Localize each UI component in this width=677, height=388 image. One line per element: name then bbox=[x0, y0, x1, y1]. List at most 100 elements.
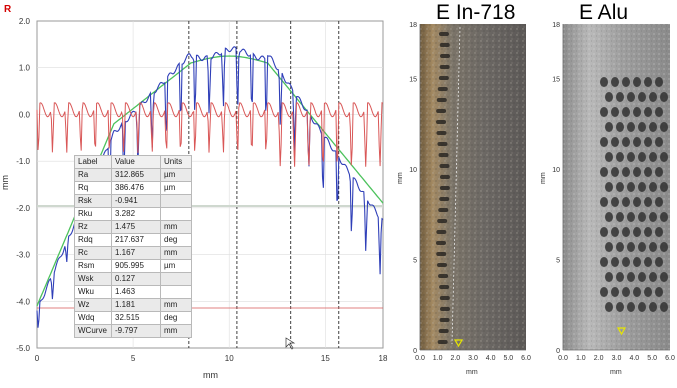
y-tick-label: 0.0 bbox=[19, 110, 31, 119]
profile-plot-panel: 2.0 1.0 0.0 -1.0 -2.0 -3.0 -4.0 -5.0 0 5 10 15 18 R… bbox=[0, 4, 388, 380]
column-header-label: Label bbox=[74, 155, 112, 169]
scan-end-marker-icon bbox=[616, 327, 627, 336]
param-label: Wdq bbox=[74, 311, 112, 325]
y-tick-label: 15 bbox=[409, 76, 417, 83]
x-tick-label: 3.0 bbox=[612, 355, 622, 362]
table-row: Rsm 905.995 µm bbox=[74, 259, 192, 273]
table-row: WCurve -9.797 mm bbox=[74, 324, 192, 338]
param-value: -9.797 bbox=[111, 324, 161, 338]
x-tick-label: 4.0 bbox=[629, 355, 639, 362]
param-unit: µm bbox=[160, 168, 192, 182]
surface-parameter-table: Label Value Units Ra 312.865 µm Rq 386.476 µ… bbox=[74, 155, 192, 338]
table-row: Rsk -0.941 bbox=[74, 194, 192, 208]
x-tick-label: 2.0 bbox=[594, 355, 604, 362]
param-value: -0.941 bbox=[111, 194, 161, 208]
x-tick-label: 2.0 bbox=[450, 355, 460, 362]
x-tick-label: 0.0 bbox=[415, 355, 425, 362]
y-tick-label: 5 bbox=[556, 257, 560, 264]
y-tick-label: -4.0 bbox=[16, 297, 30, 306]
y-tick-label: 0 bbox=[413, 348, 417, 355]
mouse-cursor-icon bbox=[285, 337, 296, 350]
in718-surface-image: 18 15 10 5 0 0.0 1.0 2.0 3.0 4.0 5.0 6.0 mm mm bbox=[397, 22, 531, 376]
param-label: Rz bbox=[74, 220, 112, 234]
scan-end-marker-icon bbox=[453, 339, 464, 348]
alu-image-title: E Alu bbox=[579, 1, 629, 24]
table-row: Rq 386.476 µm bbox=[74, 181, 192, 195]
param-value: 312.865 bbox=[111, 168, 161, 182]
y-tick-label: 5 bbox=[413, 257, 417, 264]
x-tick-label: 10 bbox=[225, 354, 234, 363]
param-unit: deg bbox=[160, 233, 192, 247]
param-unit bbox=[160, 207, 192, 221]
alu-y-axis-unit: mm bbox=[540, 172, 547, 184]
in718-image-title: E In-718 bbox=[436, 1, 516, 24]
table-row: Rz 1.475 mm bbox=[74, 220, 192, 234]
param-label: WCurve bbox=[74, 324, 112, 338]
column-header-units: Units bbox=[160, 155, 192, 169]
scan-path-line bbox=[451, 26, 461, 345]
x-tick-label: 6.0 bbox=[665, 355, 675, 362]
param-unit: mm bbox=[160, 246, 192, 260]
param-value: 1.475 bbox=[111, 220, 161, 234]
param-label: Rdq bbox=[74, 233, 112, 247]
y-tick-label: 10 bbox=[409, 167, 417, 174]
x-tick-label: 18 bbox=[379, 354, 388, 363]
param-label: Rsk bbox=[74, 194, 112, 208]
param-label: Rq bbox=[74, 181, 112, 195]
in718-y-axis-unit: mm bbox=[397, 172, 404, 184]
table-row: Wku 1.463 bbox=[74, 285, 192, 299]
x-tick-label: 5 bbox=[131, 354, 136, 363]
x-axis-unit: mm bbox=[203, 370, 218, 380]
param-value: 905.995 bbox=[111, 259, 161, 273]
param-value: 1.463 bbox=[111, 285, 161, 299]
profile-chart: 2.0 1.0 0.0 -1.0 -2.0 -3.0 -4.0 -5.0 0 5 10 15 18 R… bbox=[0, 4, 388, 380]
param-unit: µm bbox=[160, 259, 192, 273]
param-unit bbox=[160, 285, 192, 299]
y-tick-label: 0 bbox=[556, 348, 560, 355]
y-tick-label: -3.0 bbox=[16, 251, 30, 260]
param-unit: mm bbox=[160, 220, 192, 234]
x-tick-label: 15 bbox=[321, 354, 330, 363]
param-label: Rku bbox=[74, 207, 112, 221]
table-row: Wdq 32.515 deg bbox=[74, 311, 192, 325]
param-unit: deg bbox=[160, 311, 192, 325]
param-unit: mm bbox=[160, 324, 192, 338]
param-unit: µm bbox=[160, 181, 192, 195]
x-tick-label: 0.0 bbox=[558, 355, 568, 362]
param-value: 0.127 bbox=[111, 272, 161, 286]
param-value: 1.181 bbox=[111, 298, 161, 312]
table-row: Ra 312.865 µm bbox=[74, 168, 192, 182]
y-tick-label: 15 bbox=[552, 76, 560, 83]
y-tick-label: 18 bbox=[409, 22, 417, 29]
table-header-row: Label Value Units bbox=[74, 155, 192, 169]
x-tick-label: 6.0 bbox=[521, 355, 531, 362]
r-marker: R bbox=[4, 4, 12, 15]
param-value: 217.637 bbox=[111, 233, 161, 247]
x-tick-label: 4.0 bbox=[486, 355, 496, 362]
param-label: Rc bbox=[74, 246, 112, 260]
param-value: 3.282 bbox=[111, 207, 161, 221]
param-value: 32.515 bbox=[111, 311, 161, 325]
y-axis-unit: mm bbox=[0, 175, 10, 190]
table-row: Wz 1.181 mm bbox=[74, 298, 192, 312]
y-tick-label: 18 bbox=[552, 22, 560, 29]
y-tick-label: -2.0 bbox=[16, 204, 30, 213]
y-tick-label: 10 bbox=[552, 167, 560, 174]
alu-surface-image: 18 15 10 5 0 0.0 1.0 2.0 3.0 4.0 5.0 6.0 mm mm bbox=[540, 22, 675, 376]
table-row: Wsk 0.127 bbox=[74, 272, 192, 286]
param-label: Wsk bbox=[74, 272, 112, 286]
param-unit bbox=[160, 272, 192, 286]
x-tick-label: 5.0 bbox=[647, 355, 657, 362]
y-tick-label: 1.0 bbox=[19, 64, 31, 73]
x-tick-label: 0 bbox=[35, 354, 40, 363]
alu-x-axis-unit: mm bbox=[610, 369, 622, 376]
y-tick-label: -1.0 bbox=[16, 157, 30, 166]
x-tick-label: 1.0 bbox=[576, 355, 586, 362]
param-label: Ra bbox=[74, 168, 112, 182]
param-value: 386.476 bbox=[111, 181, 161, 195]
in718-x-axis-unit: mm bbox=[466, 369, 478, 376]
param-value: 1.167 bbox=[111, 246, 161, 260]
param-label: Rsm bbox=[74, 259, 112, 273]
table-row: Rku 3.282 bbox=[74, 207, 192, 221]
param-unit: mm bbox=[160, 298, 192, 312]
